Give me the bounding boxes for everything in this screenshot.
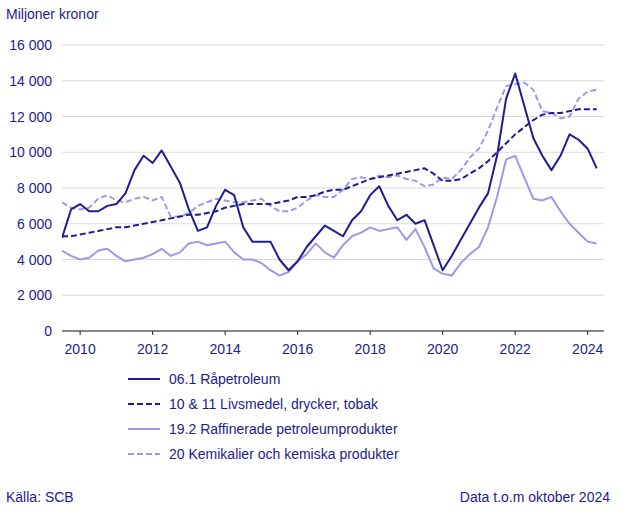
y-tick-label: 0: [44, 323, 52, 339]
x-tick-label: 2022: [500, 341, 531, 357]
x-tick-label: 2018: [355, 341, 386, 357]
y-tick-label: 16 000: [9, 37, 52, 53]
grid-line: [62, 45, 604, 46]
x-tick: [152, 331, 153, 335]
grid-line: [62, 331, 604, 332]
series-line: [62, 74, 597, 271]
y-tick-label: 8 000: [17, 180, 52, 196]
grid-line: [62, 259, 604, 260]
grid-line: [62, 152, 604, 153]
y-axis-title: Miljoner kronor: [6, 6, 99, 22]
y-tick-label: 6 000: [17, 216, 52, 232]
x-tick: [225, 331, 226, 335]
legend-swatch: [128, 428, 160, 430]
grid-line: [62, 295, 604, 296]
legend-label: 06.1 Råpetroleum: [169, 371, 280, 387]
x-tick: [297, 331, 298, 335]
series-line: [62, 156, 597, 276]
x-tick: [587, 331, 588, 335]
y-tick-label: 12 000: [9, 109, 52, 125]
grid-line: [62, 80, 604, 81]
x-tick-label: 2024: [572, 341, 603, 357]
note: Data t.o.m oktober 2024: [460, 489, 610, 505]
legend-label: 20 Kemikalier och kemiska produkter: [169, 446, 399, 462]
grid-line: [62, 116, 604, 117]
legend-label: 10 & 11 Livsmedel, drycker, tobak: [169, 396, 379, 412]
x-tick-label: 2010: [65, 341, 96, 357]
y-tick-label: 14 000: [9, 73, 52, 89]
legend-swatch: [128, 403, 160, 405]
x-tick-label: 2020: [427, 341, 458, 357]
legend-swatch: [128, 453, 160, 455]
x-tick-label: 2014: [210, 341, 241, 357]
x-tick: [370, 331, 371, 335]
plot-area: [62, 74, 597, 276]
series-line: [62, 83, 597, 217]
x-axis-line: [62, 331, 604, 332]
series-line: [62, 109, 597, 236]
x-tick-label: 2012: [137, 341, 168, 357]
x-tick-label: 2016: [282, 341, 313, 357]
chart: Miljoner kronor 0 2 000 4 000 6 000 8 000 10 0…: [0, 0, 630, 515]
x-tick: [515, 331, 516, 335]
grid-line: [62, 188, 604, 189]
y-tick-label: 2 000: [17, 287, 52, 303]
y-tick-label: 4 000: [17, 252, 52, 268]
x-tick: [80, 331, 81, 335]
source: Källa: SCB: [6, 489, 74, 505]
legend-swatch: [128, 378, 160, 380]
x-tick: [442, 331, 443, 335]
y-tick-label: 10 000: [9, 144, 52, 160]
legend-label: 19.2 Raffinerade petroleumprodukter: [169, 421, 398, 437]
